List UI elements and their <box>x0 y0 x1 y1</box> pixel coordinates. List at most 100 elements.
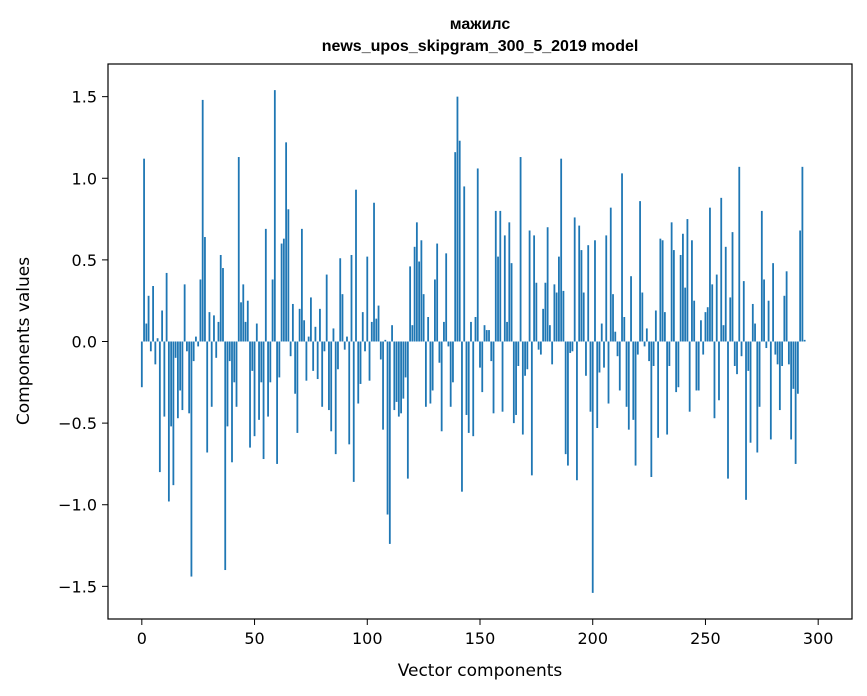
bar-component-246 <box>695 341 698 391</box>
bar-component-212 <box>618 341 621 391</box>
bar-component-119 <box>409 266 412 342</box>
bar-component-5 <box>152 286 154 342</box>
x-tick-label: 100 <box>352 629 383 648</box>
bar-component-18 <box>181 341 184 411</box>
bar-component-115 <box>400 341 402 414</box>
bar-component-129 <box>431 341 434 391</box>
bar-component-25 <box>197 341 200 347</box>
bar-component-146 <box>470 321 472 342</box>
bar-component-199 <box>589 341 592 412</box>
bar-component-94 <box>352 341 355 482</box>
bar-component-71 <box>300 228 303 342</box>
bar-component-281 <box>774 341 777 355</box>
bar-component-195 <box>580 250 583 342</box>
bar-component-55 <box>264 228 267 342</box>
x-tick-label: 50 <box>244 629 264 648</box>
bar-component-118 <box>406 341 409 479</box>
bars-group <box>140 90 806 593</box>
bar-component-112 <box>393 341 396 411</box>
bar-component-286 <box>785 271 788 342</box>
bar-component-131 <box>436 243 439 342</box>
bar-component-102 <box>370 321 373 342</box>
bar-component-235 <box>670 222 673 342</box>
bar-component-147 <box>472 341 475 437</box>
bar-component-280 <box>772 263 774 342</box>
bar-component-27 <box>201 99 204 342</box>
bar-component-128 <box>429 341 432 404</box>
bar-component-213 <box>621 173 623 342</box>
bar-component-95 <box>355 189 357 342</box>
bar-component-266 <box>740 341 743 357</box>
bar-component-217 <box>630 276 632 342</box>
bar-component-134 <box>443 321 445 342</box>
bar-component-130 <box>434 279 436 342</box>
bar-component-68 <box>294 341 297 394</box>
bar-component-141 <box>458 140 461 342</box>
bar-component-283 <box>778 341 781 411</box>
bar-component-83 <box>328 341 330 411</box>
bar-component-84 <box>330 341 333 432</box>
bar-component-76 <box>312 341 315 371</box>
bar-component-82 <box>325 274 328 342</box>
bar-component-157 <box>494 210 497 342</box>
bar-component-123 <box>418 261 421 342</box>
bar-component-167 <box>517 341 520 366</box>
bar-component-248 <box>700 320 702 342</box>
bar-component-284 <box>781 341 784 366</box>
bar-component-149 <box>476 168 479 342</box>
bar-component-36 <box>222 268 224 342</box>
bar-component-9 <box>161 310 164 342</box>
bar-component-69 <box>296 341 299 433</box>
bar-component-185 <box>558 256 560 342</box>
bar-component-48 <box>249 341 251 448</box>
bar-component-206 <box>605 235 608 342</box>
bar-component-2 <box>145 323 148 342</box>
bar-component-228 <box>654 310 657 342</box>
bar-component-219 <box>634 341 637 466</box>
bar-component-42 <box>235 341 238 407</box>
bar-component-35 <box>219 254 222 342</box>
bar-component-91 <box>346 336 348 342</box>
bar-component-150 <box>479 341 481 368</box>
bar-component-294 <box>803 339 806 342</box>
bar-component-117 <box>404 341 407 378</box>
bar-component-203 <box>598 341 601 373</box>
bar-component-176 <box>537 341 540 350</box>
bar-component-13 <box>170 341 173 427</box>
bar-component-259 <box>724 246 727 342</box>
x-axis-ticks: 0 50 100 150 200 250 300 <box>137 619 834 648</box>
bar-component-209 <box>612 294 614 342</box>
bar-component-126 <box>424 341 427 407</box>
bar-component-87 <box>337 341 339 370</box>
bar-component-73 <box>305 341 308 381</box>
bar-component-154 <box>488 330 490 342</box>
bar-component-132 <box>438 341 441 363</box>
bar-component-269 <box>747 341 750 371</box>
bar-component-116 <box>402 341 405 399</box>
bar-component-33 <box>215 341 218 358</box>
bar-component-66 <box>289 341 292 357</box>
bar-component-41 <box>233 341 236 383</box>
bar-component-174 <box>533 235 536 342</box>
bar-component-282 <box>776 341 779 365</box>
bar-component-277 <box>765 341 768 349</box>
chart-subtitle: news_upos_skipgram_300_5_2019 model <box>322 38 639 55</box>
bar-component-233 <box>666 341 669 435</box>
bar-component-245 <box>693 300 696 342</box>
bar-component-179 <box>544 282 547 342</box>
bar-component-108 <box>384 339 387 342</box>
bar-component-237 <box>675 341 678 393</box>
x-tick-label: 250 <box>690 629 721 648</box>
bar-component-96 <box>357 341 360 404</box>
bar-component-292 <box>799 230 802 342</box>
bar-component-148 <box>474 317 477 342</box>
x-tick-label: 300 <box>803 629 834 648</box>
bar-component-139 <box>454 152 457 342</box>
bar-component-138 <box>452 341 454 383</box>
bar-component-44 <box>240 302 242 342</box>
bar-component-255 <box>715 274 718 342</box>
bar-component-288 <box>790 341 793 440</box>
bar-component-23 <box>192 341 195 362</box>
x-tick-label: 200 <box>577 629 608 648</box>
bar-component-124 <box>420 240 423 342</box>
